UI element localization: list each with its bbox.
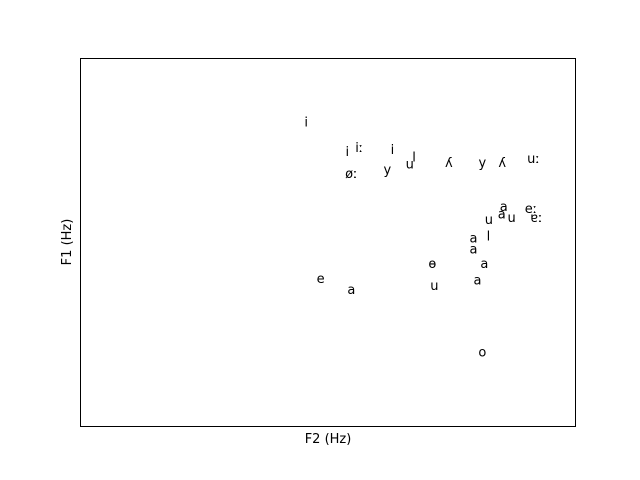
data-point-label: a xyxy=(498,207,506,222)
data-point-label: a xyxy=(470,231,478,246)
data-point-label: a xyxy=(470,242,478,257)
data-point-label: iː xyxy=(355,141,363,156)
x-axis-label: F2 (Hz) xyxy=(305,432,352,447)
data-point-label: ʎ xyxy=(445,156,453,171)
data-point-label: u xyxy=(406,158,414,173)
plot-area-frame xyxy=(80,58,576,427)
data-point-label: a xyxy=(500,200,508,215)
data-point-label: a xyxy=(347,283,355,298)
data-point-label: ʎ xyxy=(498,156,506,171)
data-point-label: i xyxy=(345,145,349,160)
data-point-label: o xyxy=(478,345,486,360)
data-point-label: a xyxy=(474,274,482,289)
data-point-label: u xyxy=(507,211,515,226)
data-point-label: øː xyxy=(345,167,357,182)
data-point-label: ɵ xyxy=(428,257,436,272)
data-point-label: a xyxy=(480,257,488,272)
data-point-label: i xyxy=(391,143,395,158)
data-point-label: l xyxy=(412,150,416,165)
y-axis-label: F1 (Hz) xyxy=(60,219,75,266)
data-point-label: u xyxy=(430,279,438,294)
data-point-label: l xyxy=(487,230,491,245)
data-point-label: eː xyxy=(525,202,537,217)
data-point-label: i xyxy=(304,115,308,130)
data-point-label: ɐː xyxy=(530,211,542,226)
data-point-label: uː xyxy=(527,152,540,167)
data-point-label: u xyxy=(485,213,493,228)
data-point-label: y xyxy=(479,156,487,171)
data-point-label: e xyxy=(317,272,325,287)
data-point-label: y xyxy=(384,163,392,178)
